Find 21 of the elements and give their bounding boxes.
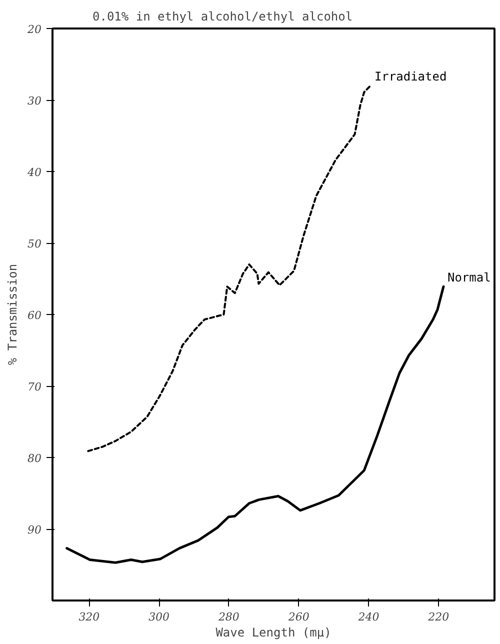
series-label: Irradiated bbox=[374, 70, 447, 84]
series-label: Normal bbox=[447, 270, 491, 285]
x-tick-label: 320 bbox=[78, 610, 100, 624]
x-tick-label: 280 bbox=[217, 610, 240, 624]
y-axis-title: % Transmission bbox=[6, 264, 20, 366]
x-tick-label: 300 bbox=[148, 610, 170, 624]
y-tick-label: 90 bbox=[28, 524, 42, 536]
y-tick-label: 80 bbox=[28, 452, 42, 465]
y-tick-label: 40 bbox=[26, 166, 42, 179]
chart-title: 0.01% in ethyl alcohol/ethyl alcohol bbox=[92, 10, 353, 24]
y-tick-label: 50 bbox=[28, 238, 42, 250]
y-tick-label: 20 bbox=[26, 23, 42, 36]
x-tick-label: 220 bbox=[427, 610, 450, 624]
line-series bbox=[66, 285, 445, 564]
x-axis-title: Wave Length (mμ) bbox=[216, 626, 332, 640]
y-tick-label: 60 bbox=[28, 309, 42, 322]
x-tick-label: 260 bbox=[287, 610, 310, 624]
x-tick-label: 240 bbox=[357, 610, 380, 624]
y-tick-label: 70 bbox=[28, 380, 42, 394]
line-series bbox=[87, 84, 372, 452]
y-tick-label: 30 bbox=[28, 94, 42, 108]
